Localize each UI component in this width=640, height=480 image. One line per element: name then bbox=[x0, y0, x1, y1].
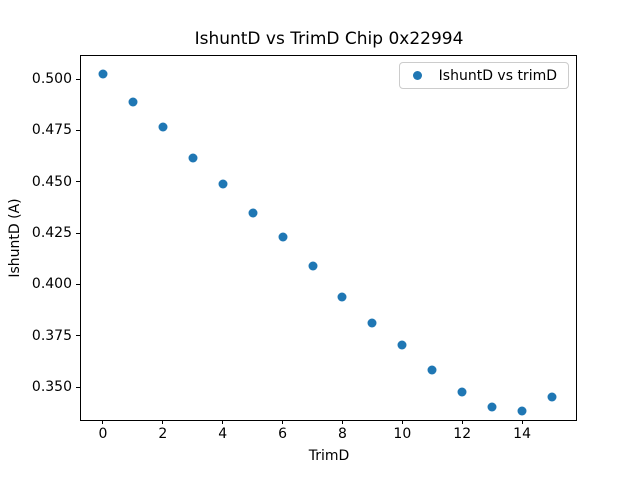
y-tick-label: 0.425 bbox=[31, 225, 72, 242]
data-point bbox=[337, 292, 347, 302]
data-point bbox=[427, 365, 437, 375]
y-tick-label: 0.400 bbox=[31, 276, 72, 293]
data-point bbox=[158, 122, 168, 132]
y-tick-mark bbox=[76, 181, 80, 183]
data-point bbox=[487, 402, 497, 412]
y-tick-label: 0.375 bbox=[31, 327, 72, 344]
x-tick-mark bbox=[162, 420, 164, 424]
x-tick-mark bbox=[521, 420, 523, 424]
x-tick-mark bbox=[282, 420, 284, 424]
y-tick-label: 0.475 bbox=[31, 122, 72, 139]
x-tick-label: 14 bbox=[513, 426, 532, 442]
data-point bbox=[547, 392, 557, 402]
y-tick-mark bbox=[76, 232, 80, 234]
data-point bbox=[517, 406, 527, 416]
data-point bbox=[248, 208, 258, 218]
x-tick-label: 4 bbox=[218, 426, 228, 442]
data-point bbox=[218, 179, 228, 189]
x-tick-label: 12 bbox=[453, 426, 472, 442]
y-tick-mark bbox=[76, 78, 80, 80]
x-tick-label: 0 bbox=[98, 426, 108, 442]
data-point bbox=[457, 387, 467, 397]
y-tick-label: 0.450 bbox=[31, 173, 72, 190]
y-tick-label: 0.500 bbox=[31, 71, 72, 87]
data-point bbox=[98, 69, 108, 79]
y-tick-mark bbox=[76, 335, 80, 337]
x-axis-label: TrimD bbox=[308, 448, 350, 464]
legend-marker-icon bbox=[412, 71, 422, 80]
legend: IshuntD vs trimD bbox=[398, 62, 569, 89]
data-point bbox=[397, 340, 407, 350]
data-point bbox=[308, 261, 318, 271]
y-tick-label: 0.350 bbox=[31, 379, 72, 396]
x-tick-mark bbox=[341, 420, 343, 424]
x-tick-mark bbox=[401, 420, 403, 424]
y-tick-mark bbox=[76, 283, 80, 285]
x-tick-label: 8 bbox=[337, 426, 347, 442]
x-tick-mark bbox=[461, 420, 463, 424]
x-tick-label: 2 bbox=[158, 426, 168, 442]
x-tick-label: 10 bbox=[393, 426, 412, 442]
data-point bbox=[278, 232, 288, 242]
y-axis-label: IshuntD (A) bbox=[7, 198, 23, 278]
y-tick-mark bbox=[76, 386, 80, 388]
x-tick-mark bbox=[222, 420, 224, 424]
data-point bbox=[188, 153, 198, 163]
x-tick-mark bbox=[102, 420, 104, 424]
data-point bbox=[128, 97, 138, 107]
chart-title: IshuntD vs TrimD Chip 0x22994 bbox=[194, 29, 464, 49]
legend-label: IshuntD vs trimD bbox=[438, 67, 557, 84]
x-tick-label: 6 bbox=[278, 426, 288, 442]
y-tick-mark bbox=[76, 129, 80, 131]
plot-area: 0.350 0.375 0.400 0.425 0.450 0.475 0.500 0 2 4 6… bbox=[32, 55, 577, 442]
data-point bbox=[367, 318, 377, 328]
